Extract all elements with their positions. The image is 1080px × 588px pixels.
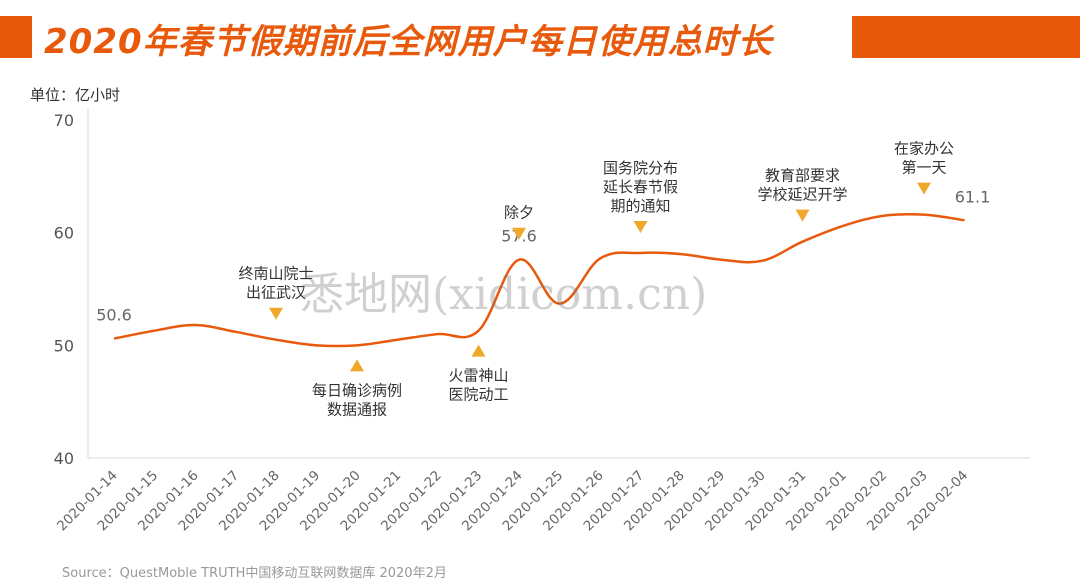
series-line (113, 212, 965, 348)
annotation-text: 期的通知 (610, 197, 670, 215)
data-label: 50.6 (96, 306, 132, 325)
source-note: Source：QuestMoble TRUTH中国移动互联网数据库 2020年2… (62, 566, 447, 581)
annotation-marker-down (512, 227, 526, 240)
y-tick-label: 60 (54, 224, 74, 243)
annotation-text: 学校延迟开学 (757, 186, 847, 204)
y-tick-label: 50 (54, 336, 74, 355)
annotation-text: 在家办公 (894, 140, 954, 158)
annotation-text: 医院动工 (448, 386, 508, 404)
annotation-text: 终南山院士 (238, 265, 313, 283)
annotation-marker-down (795, 209, 810, 222)
annotation-text: 每日确诊病例 (312, 381, 402, 399)
data-label: 61.1 (955, 187, 991, 206)
annotation-text: 火雷神山 (448, 367, 508, 385)
annotation-marker-down (633, 220, 648, 233)
chart-title: 2020年春节假期前后全网用户每日使用总时长 (44, 22, 773, 62)
y-tick-label: 40 (54, 449, 74, 468)
title-accent-right (852, 16, 1080, 58)
title-accent-left (0, 16, 32, 58)
annotation-marker-up (471, 344, 486, 357)
annotation-text: 教育部要求 (765, 167, 840, 185)
annotation-marker-down (269, 307, 283, 320)
y-tick-label: 70 (54, 111, 74, 130)
annotation-text: 除夕 (504, 204, 534, 222)
annotation-marker-down (917, 182, 931, 195)
annotation-text: 出征武汉 (246, 284, 306, 302)
watermark: 悉地网(xidicom.cn) (300, 269, 708, 320)
annotation-text: 国务院分布 (603, 159, 678, 177)
annotation-text: 第一天 (901, 159, 946, 177)
annotation-text: 延长春节假 (603, 178, 678, 196)
annotation-marker-up (350, 359, 364, 372)
y-axis-unit-label: 单位：亿小时 (30, 86, 121, 104)
annotation-text: 数据通报 (327, 400, 387, 418)
